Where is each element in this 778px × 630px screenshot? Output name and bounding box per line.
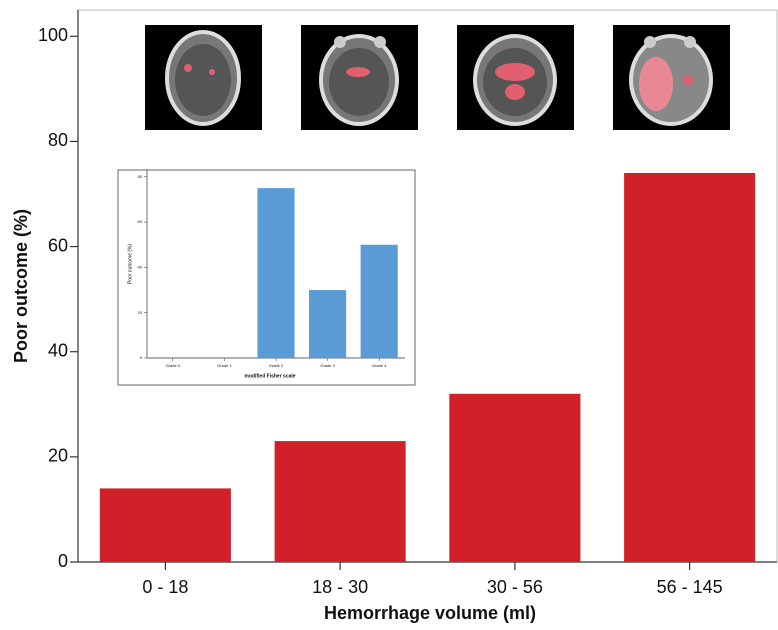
inset-x-tick-label: Grade 2 — [269, 363, 284, 368]
inset-bar — [257, 188, 294, 358]
y-tick-label: 40 — [48, 340, 68, 360]
bar — [100, 488, 231, 562]
inset-y-tick-label: 60 — [138, 219, 143, 224]
inset-y-tick-label: 40 — [138, 264, 143, 269]
ct-image — [457, 25, 574, 130]
y-tick-label: 100 — [38, 25, 68, 45]
inset-x-axis-title: modified Fisher scale — [244, 373, 295, 379]
x-tick-label: 0 - 18 — [142, 577, 188, 597]
ct-image — [145, 25, 262, 130]
y-tick-label: 20 — [48, 446, 68, 466]
y-tick-label: 80 — [48, 130, 68, 150]
x-tick-label: 30 - 56 — [487, 577, 543, 597]
inset-y-tick-label: 80 — [138, 174, 143, 179]
inset-y-tick-label: 20 — [138, 310, 143, 315]
ct-image — [613, 25, 730, 130]
y-axis-title: Poor outcome (%) — [11, 209, 31, 363]
x-tick-label: 18 - 30 — [312, 577, 368, 597]
bar — [449, 394, 580, 562]
bar — [275, 441, 406, 562]
inset-x-tick-label: Grade 3 — [320, 363, 335, 368]
ct-image — [301, 25, 418, 130]
inset-bar — [309, 290, 346, 358]
inset-y-axis-title: Poor outcome (%) — [127, 244, 133, 285]
y-tick-label: 0 — [58, 551, 68, 571]
inset-x-tick-label: Grade 1 — [217, 363, 232, 368]
x-axis-title: Hemorrhage volume (ml) — [324, 603, 536, 623]
x-tick-label: 56 - 145 — [657, 577, 723, 597]
inset-x-tick-label: Grade 4 — [372, 363, 387, 368]
inset-bar — [361, 245, 398, 358]
y-tick-label: 60 — [48, 235, 68, 255]
chart: Hemorrhage volume (ml) Poor outcome (%) … — [0, 0, 778, 630]
inset-x-tick-label: Grade 0 — [166, 363, 181, 368]
bar — [624, 173, 755, 562]
